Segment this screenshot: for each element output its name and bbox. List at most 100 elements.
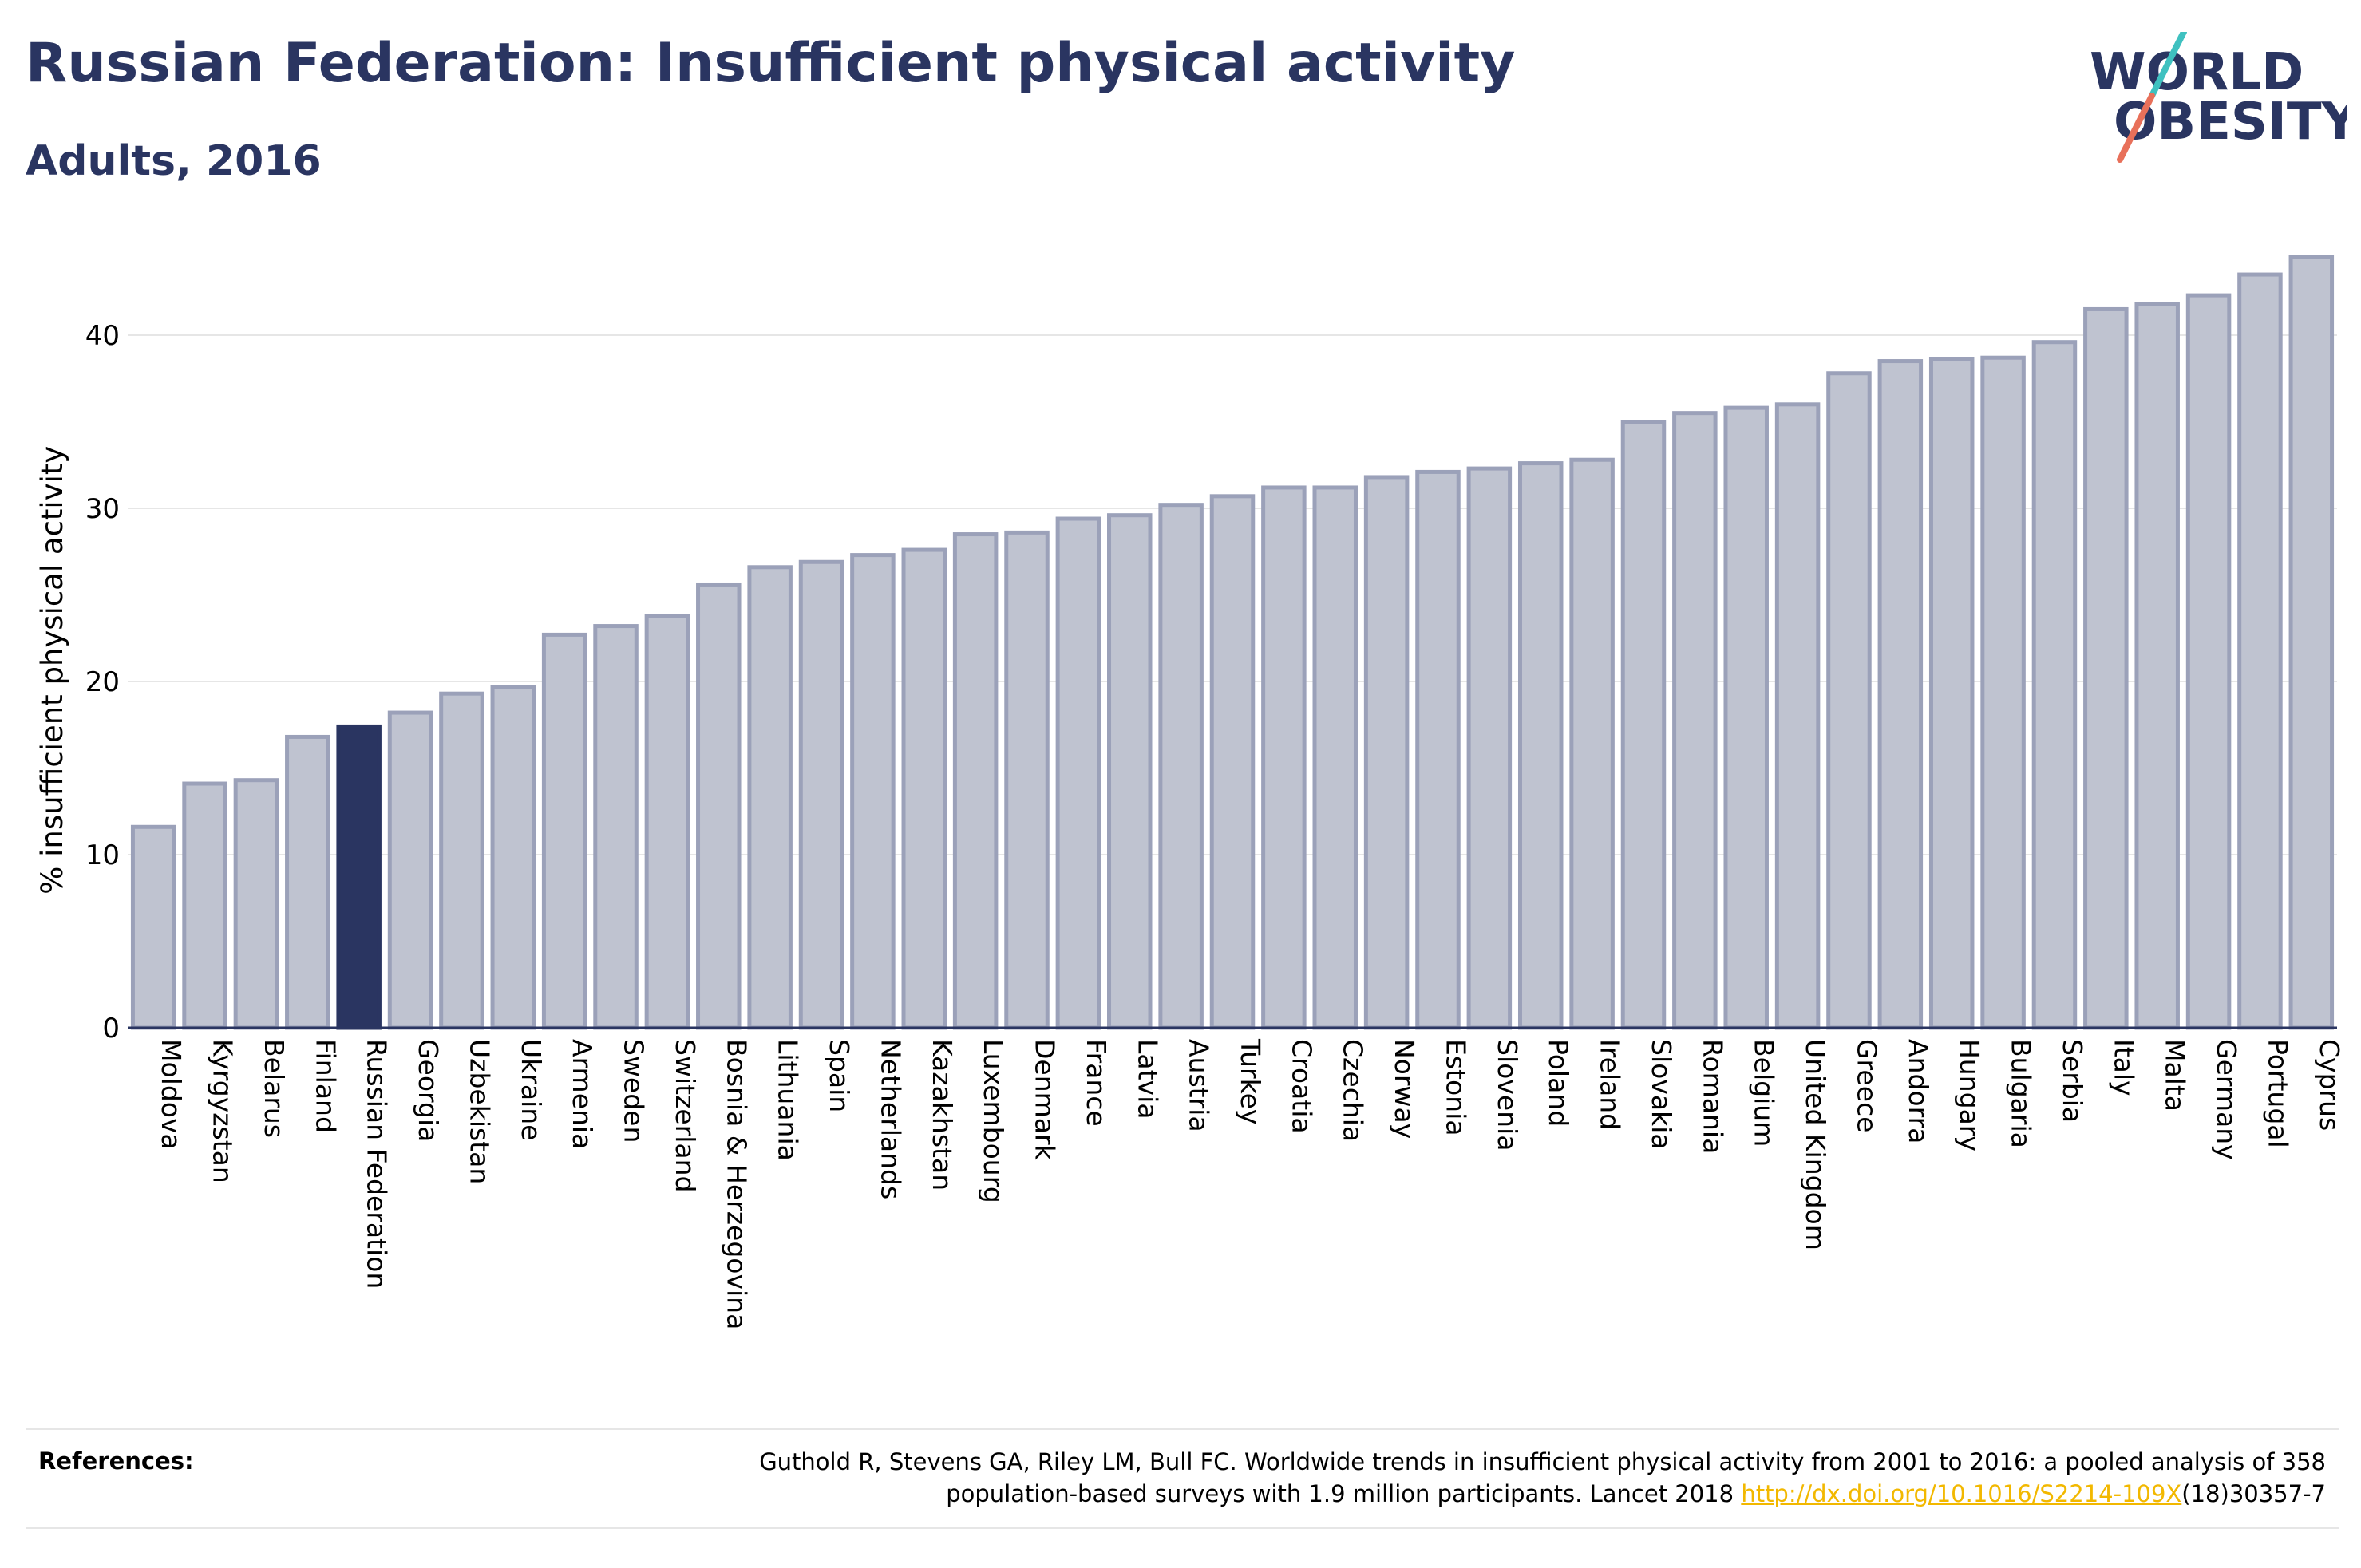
bar [387, 710, 433, 1030]
x-tick-label: Slovenia [1492, 1039, 1523, 1151]
x-tick-label: Croatia [1286, 1039, 1317, 1134]
x-tick-label: Greece [1851, 1039, 1882, 1132]
y-axis-label: % insufficient physical activity [35, 446, 69, 895]
x-tick-label: Sweden [619, 1039, 650, 1143]
bar [2083, 306, 2129, 1030]
x-tick-label: Luxembourg [978, 1039, 1009, 1203]
x-tick-label: Armenia [567, 1039, 598, 1149]
chart-subtitle: Adults, 2016 [26, 137, 322, 185]
references-text: Guthold R, Stevens GA, Riley LM, Bull FC… [530, 1446, 2326, 1510]
bar [1261, 485, 1307, 1030]
bar [285, 734, 330, 1030]
y-tick-label: 40 [85, 320, 120, 352]
x-tick-label: Andorra [1903, 1039, 1934, 1143]
bar [1877, 359, 1924, 1030]
bar [952, 532, 999, 1030]
chart-title: Russian Federation: Insufficient physica… [26, 32, 1516, 95]
x-tick-label: United Kingdom [1800, 1039, 1831, 1250]
bar [1466, 466, 1513, 1030]
x-tick-label: Norway [1389, 1039, 1420, 1139]
x-tick-label: Ukraine [516, 1039, 547, 1140]
y-tick-label: 30 [85, 493, 120, 525]
bar [2185, 293, 2232, 1030]
bar [439, 691, 484, 1030]
bar [233, 778, 279, 1030]
x-tick-label: Belarus [259, 1039, 290, 1138]
x-tick-label: Czechia [1338, 1039, 1369, 1142]
x-tick-label: Belgium [1749, 1039, 1780, 1147]
x-tick-label: Poland [1543, 1039, 1574, 1127]
x-tick-label: Slovakia [1646, 1039, 1677, 1150]
bar [2031, 340, 2078, 1030]
bar [130, 824, 176, 1030]
y-tick-label: 0 [102, 1013, 120, 1045]
references-line1: Guthold R, Stevens GA, Riley LM, Bull FC… [759, 1448, 2326, 1475]
bar [1928, 357, 1975, 1030]
x-tick-label: Austria [1184, 1039, 1215, 1132]
bar [541, 632, 587, 1030]
bar [696, 582, 742, 1030]
logo-slash-coral [2117, 93, 2155, 163]
doi-link[interactable]: http://dx.doi.org/10.1016/S2214-109X [1741, 1480, 2182, 1507]
x-tick-label: Ireland [1595, 1039, 1626, 1130]
x-tick-label: Lithuania [773, 1039, 804, 1161]
x-tick-label: France [1081, 1039, 1112, 1127]
bar-highlight [336, 724, 382, 1030]
x-tick-label: Switzerland [670, 1039, 701, 1193]
x-tick-label: Cyprus [2314, 1039, 2345, 1131]
bar [1107, 513, 1153, 1030]
y-axis-ticks: 0 10 20 30 40 [85, 320, 120, 1045]
bar [1826, 371, 1872, 1030]
bar [1363, 475, 1410, 1030]
bar [1569, 457, 1615, 1030]
x-tick-label: Georgia [413, 1039, 444, 1142]
bar [747, 565, 793, 1030]
x-tick-label: Bulgaria [2006, 1039, 2037, 1148]
x-tick-label: Uzbekistan [464, 1039, 495, 1184]
x-tick-label: Malta [2160, 1039, 2191, 1112]
bar [1672, 411, 1718, 1030]
x-tick-label: Bosnia & Herzegovina [721, 1039, 752, 1329]
bar [2237, 272, 2283, 1030]
world-obesity-logo: WORLD OBESITY [2090, 32, 2347, 163]
bar [1055, 516, 1101, 1030]
bar [1723, 405, 1769, 1030]
bar [1209, 494, 1256, 1030]
x-tick-label: Russian Federation [362, 1039, 393, 1289]
bar [2134, 302, 2180, 1030]
bar [1620, 420, 1667, 1030]
bar [593, 624, 639, 1030]
bar [182, 781, 227, 1030]
x-tick-label: Serbia [2057, 1039, 2088, 1123]
bar [1312, 485, 1358, 1030]
bar [2288, 255, 2335, 1030]
bar [644, 614, 690, 1030]
x-tick-label: Netherlands [875, 1039, 906, 1199]
x-tick-label: Finland [310, 1039, 341, 1133]
x-tick-label: Moldova [156, 1039, 187, 1150]
x-axis-labels: Moldova Kyrgyzstan Belarus Finland Russian F… [156, 1038, 2345, 1329]
x-tick-label: Estonia [1440, 1039, 1471, 1136]
x-tick-label: Latvia [1132, 1039, 1163, 1119]
x-tick-label: Romania [1697, 1039, 1728, 1154]
logo-slash-teal [2149, 32, 2187, 99]
bar [798, 559, 844, 1030]
references-label: References: [38, 1448, 194, 1475]
x-tick-label: Hungary [1954, 1039, 1985, 1151]
references-line2: population-based surveys with 1.9 millio… [946, 1480, 1742, 1507]
logo-line1: WORLD [2090, 43, 2304, 102]
bar [1517, 461, 1564, 1030]
bar [1774, 402, 1821, 1030]
bar [1980, 355, 2026, 1030]
references-line2-end: (18)30357-7 [2181, 1480, 2326, 1507]
x-tick-label: Kazakhstan [927, 1039, 958, 1191]
bar [1158, 503, 1204, 1030]
x-tick-label: Turkey [1235, 1038, 1266, 1124]
bar [1415, 469, 1461, 1030]
bars [130, 255, 2335, 1030]
bar [1004, 530, 1050, 1030]
x-tick-label: Portugal [2262, 1039, 2293, 1148]
x-tick-label: Kyrgyzstan [208, 1039, 239, 1183]
references-section: References: Guthold R, Stevens GA, Riley… [26, 1428, 2339, 1529]
